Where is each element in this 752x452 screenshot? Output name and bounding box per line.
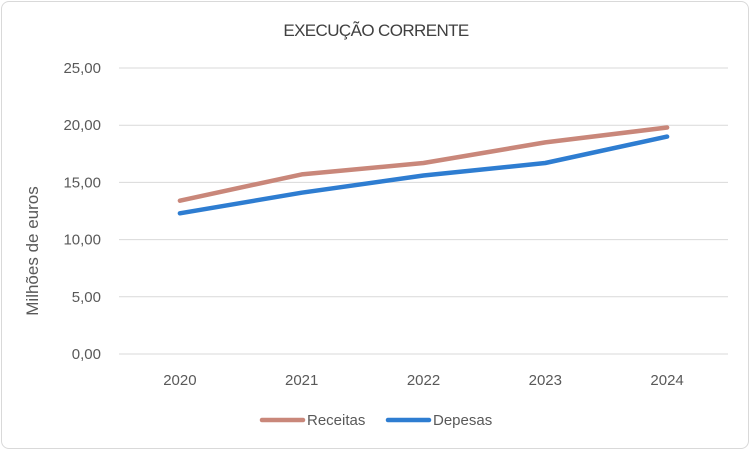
x-tick-label: 2023 [529, 372, 562, 389]
x-tick-label: 2020 [163, 372, 196, 389]
y-tick-label: 20,00 [63, 117, 101, 134]
y-tick-label: 15,00 [63, 174, 101, 191]
legend: Receitas Depesas [259, 412, 492, 429]
legend-label: Receitas [307, 412, 365, 429]
x-tick-label: 2021 [285, 372, 318, 389]
x-tick-label: 2024 [650, 372, 683, 389]
y-tick-labels: 0,00 5,00 10,00 15,00 20,00 25,00 [63, 60, 101, 363]
series-line-receitas [177, 125, 670, 203]
y-tick-label: 0,00 [72, 346, 101, 363]
chart-title: EXECUÇÃO CORRENTE [283, 21, 469, 40]
y-tick-label: 5,00 [72, 289, 101, 306]
x-tick-labels: 2020 2021 2022 2023 2024 [163, 372, 684, 389]
y-axis-label: Milhões de euros [23, 186, 42, 315]
y-tick-label: 10,00 [63, 232, 101, 249]
series-lines [177, 125, 670, 216]
x-tick-label: 2022 [407, 372, 440, 389]
gridlines [119, 67, 728, 355]
y-tick-label: 25,00 [63, 60, 101, 77]
legend-label: Depesas [433, 412, 492, 429]
series-line-depesas [177, 134, 670, 216]
